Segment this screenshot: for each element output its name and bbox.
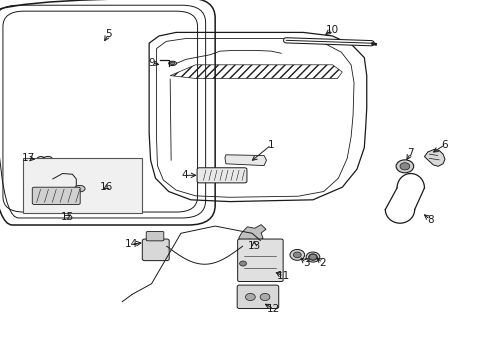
Polygon shape [424,149,444,166]
Text: 7: 7 [407,148,413,158]
Circle shape [395,160,413,173]
Ellipse shape [43,156,52,161]
Ellipse shape [74,185,85,192]
Ellipse shape [305,252,319,262]
Text: 16: 16 [100,182,113,192]
Ellipse shape [170,62,175,65]
Text: 10: 10 [325,24,338,35]
Bar [23,158,142,213]
Ellipse shape [308,254,317,260]
FancyBboxPatch shape [146,231,163,241]
Text: 9: 9 [148,58,155,68]
Circle shape [293,252,301,258]
Text: 3: 3 [302,258,309,268]
Text: 1: 1 [267,140,274,150]
Circle shape [289,249,304,260]
Circle shape [245,293,255,301]
Text: 17: 17 [21,153,35,163]
Polygon shape [238,225,265,243]
Circle shape [308,254,316,260]
Text: 11: 11 [276,271,290,282]
Circle shape [399,163,409,170]
Text: 4: 4 [181,170,188,180]
FancyBboxPatch shape [142,239,169,261]
Text: 8: 8 [426,215,433,225]
Text: 6: 6 [441,140,447,150]
Text: 5: 5 [105,29,112,39]
Text: 12: 12 [266,304,280,314]
FancyBboxPatch shape [32,187,80,204]
Text: 13: 13 [247,241,261,251]
Text: 14: 14 [124,239,138,249]
FancyBboxPatch shape [237,285,278,309]
Ellipse shape [168,61,176,66]
Circle shape [260,293,269,301]
Polygon shape [224,155,266,166]
FancyBboxPatch shape [197,168,246,183]
Text: 2: 2 [319,258,325,268]
Text: 15: 15 [61,212,74,222]
FancyBboxPatch shape [237,239,283,282]
Circle shape [239,261,246,266]
